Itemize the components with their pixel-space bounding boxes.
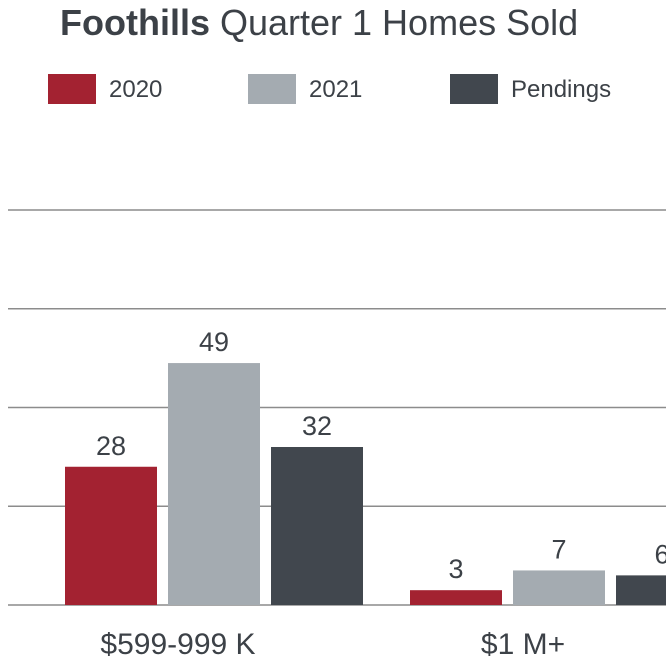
legend-swatch-2020 [48,74,96,104]
chart-title-rest: Quarter 1 Homes Sold [209,2,579,43]
chart-title-bold: Foothills [60,2,210,43]
bar-2020-0 [65,466,157,605]
legend: 2020 2021 Pendings [0,74,666,106]
data-label: 32 [302,411,332,441]
legend-swatch-2021 [248,74,296,104]
data-label: 3 [448,554,463,584]
legend-label-2020: 2020 [109,76,163,103]
data-label: 49 [199,327,229,357]
category-label: $1 M+ [481,628,565,661]
data-label: 28 [96,431,126,461]
bar-2021-0 [168,363,260,605]
legend-swatch-pendings [450,74,498,104]
bar-pendings-0 [271,447,363,605]
legend-label-pendings: Pendings [511,76,612,103]
legend-label-2021: 2021 [309,76,363,103]
data-label: 7 [551,534,566,564]
bar-2021-1 [513,570,605,605]
data-label: 6 [654,539,666,569]
chart-title: Foothills Quarter 1 Homes Sold [60,0,578,46]
bar-2020-1 [410,590,502,605]
bar-pendings-1 [616,575,666,605]
category-label: $599-999 K [100,628,255,661]
